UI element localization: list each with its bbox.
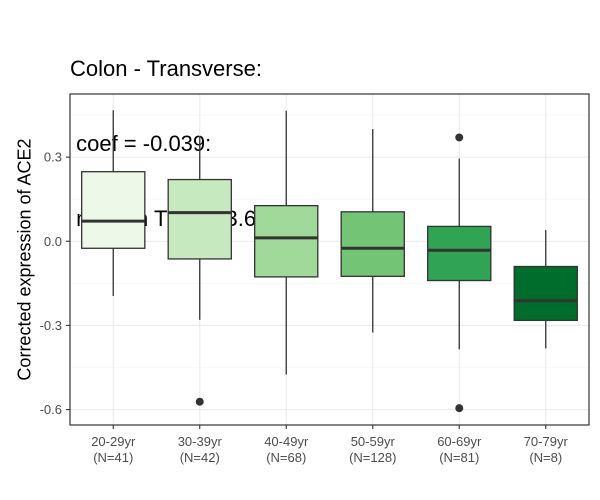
box-iqr (81, 171, 146, 249)
box-iqr (427, 225, 492, 282)
box-30-39yr (167, 136, 232, 406)
x-tick-label: 40-49yr (264, 434, 309, 449)
box-iqr (340, 211, 405, 277)
y-tick-label: 0.0 (44, 234, 62, 249)
x-tick-n-label: (N=8) (529, 450, 562, 465)
x-tick-label: 50-59yr (351, 434, 396, 449)
outlier-point (455, 404, 464, 413)
x-tick-n-label: (N=68) (266, 450, 306, 465)
box-iqr (167, 178, 232, 260)
x-tick-label: 30-39yr (178, 434, 223, 449)
x-tick-label: 60-69yr (437, 434, 482, 449)
grid-lines (70, 94, 589, 425)
box-50-59yr (340, 129, 405, 333)
box-20-29yr (81, 110, 146, 296)
outlier-point (195, 397, 204, 406)
chart-title-line-1: Colon - Transverse: (70, 56, 262, 81)
box-60-69yr (427, 133, 492, 413)
outlier-point (455, 133, 464, 142)
x-tick-label: 20-29yr (91, 434, 136, 449)
x-tick-n-label: (N=42) (180, 450, 220, 465)
x-tick-n-label: (N=81) (439, 450, 479, 465)
y-tick-label: -0.3 (40, 318, 62, 333)
x-tick-n-label: (N=41) (93, 450, 133, 465)
y-tick-label: -0.6 (40, 402, 62, 417)
box-70-79yr (513, 230, 578, 349)
box-iqr (513, 265, 578, 322)
axes: 0.3 0.0 -0.3 -0.6 20-29yr(N=41) 30-39yr(N=42)… (40, 150, 569, 465)
box-40-49yr (254, 110, 319, 375)
boxplot-series (81, 110, 578, 413)
y-tick-label: 0.3 (44, 150, 62, 165)
x-tick-n-label: (N=128) (349, 450, 396, 465)
panel-border (69, 93, 590, 426)
box-iqr (254, 204, 319, 278)
y-axis-title: Corrected expression of ACE2 (14, 138, 34, 380)
x-tick-label: 70-79yr (524, 434, 569, 449)
